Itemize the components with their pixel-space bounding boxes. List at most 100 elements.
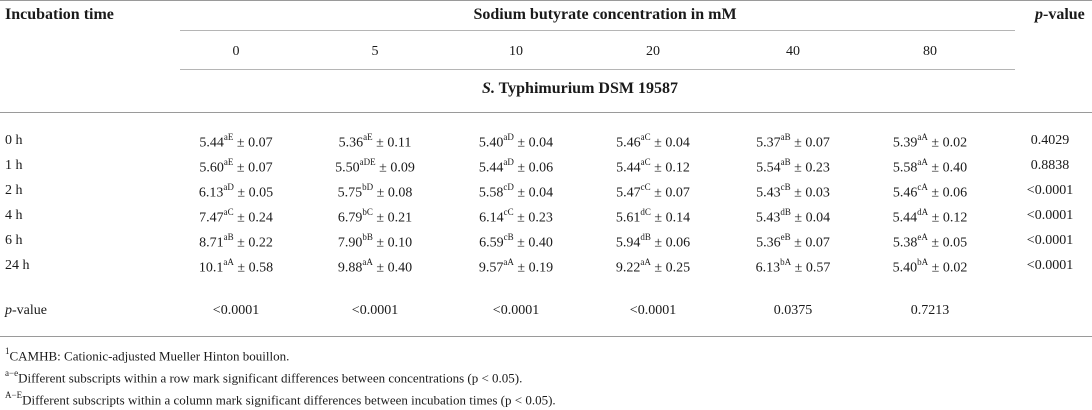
table-cell: 5.47cC ± 0.07 — [616, 182, 690, 202]
table-cell: 5.38eA ± 0.05 — [892, 232, 967, 252]
table-cell: 5.94dB ± 0.06 — [615, 232, 690, 252]
table-cell: 5.46aC ± 0.04 — [616, 132, 690, 152]
cell-value: 10.1 — [198, 260, 224, 276]
cell-error: ± 0.04 — [790, 210, 831, 226]
cell-value: 7.47 — [199, 210, 224, 226]
cell-significance-letters: aB — [780, 132, 791, 142]
table-cell: 5.40aD ± 0.04 — [478, 132, 554, 152]
footnote: a−eDifferent subscripts within a row mar… — [5, 368, 522, 386]
cell-value: 5.36 — [338, 135, 364, 151]
footnote: 1CAMHB: Cationic-adjusted Mueller Hinton… — [5, 346, 289, 364]
row-label: 1 h — [5, 158, 23, 173]
table-cell: 5.58aA ± 0.40 — [892, 157, 967, 177]
cell-error: ± 0.05 — [233, 185, 274, 201]
p-value-row-label-rest: -value — [12, 303, 47, 318]
row-p-value: 0.4029 — [1030, 133, 1070, 148]
cell-significance-letters: eB — [780, 232, 791, 242]
footnote-marker: A−E — [5, 390, 23, 400]
cell-error: ± 0.07 — [790, 135, 830, 151]
row-label: 0 h — [5, 133, 23, 148]
table-cell: 9.88aA ± 0.40 — [337, 257, 413, 277]
table-cell: 6.79bC ± 0.21 — [338, 207, 412, 227]
table-cell: 5.36aE ± 0.11 — [338, 132, 412, 152]
cell-significance-letters: aC — [640, 157, 651, 167]
cell-value: 5.50 — [335, 160, 360, 176]
cell-significance-letters: bA — [917, 257, 929, 267]
cell-significance-letters: aE — [363, 132, 373, 142]
cell-value: 9.57 — [478, 260, 504, 276]
cell-significance-letters: aE — [223, 132, 234, 142]
table-cell: 8.71aB ± 0.22 — [199, 232, 273, 252]
p-value-row-label: p-value — [5, 303, 47, 319]
cell-error: ± 0.11 — [372, 135, 412, 151]
concentration-value: 80 — [923, 44, 937, 59]
table-cell: 9.22aA ± 0.25 — [616, 257, 690, 277]
table-cell: 5.58cD ± 0.04 — [478, 182, 553, 202]
cell-error: ± 0.22 — [233, 235, 273, 251]
cell-significance-letters: bB — [362, 232, 373, 242]
cell-value: 5.46 — [616, 135, 641, 151]
table-cell: 5.43cB ± 0.03 — [756, 182, 830, 202]
cell-significance-letters: aA — [917, 157, 928, 167]
cell-value: 5.58 — [892, 160, 918, 176]
column-p-value: 0.7213 — [910, 303, 950, 318]
cell-significance-letters: cB — [503, 232, 514, 242]
cell-value: 5.58 — [478, 185, 504, 201]
table-cell: 5.36eB ± 0.07 — [756, 232, 830, 252]
table-cell: 5.37aB ± 0.07 — [756, 132, 830, 152]
cell-value: 5.94 — [615, 235, 641, 251]
cell-significance-letters: dB — [780, 207, 791, 217]
incubation-time-header: Incubation time — [5, 6, 114, 23]
table-cell: 5.75bD ± 0.08 — [337, 182, 413, 202]
row-p-value: 0.8838 — [1030, 158, 1070, 173]
table-cell: 7.47aC ± 0.24 — [199, 207, 273, 227]
cell-value: 6.14 — [479, 210, 504, 226]
footnote-marker: 1 — [5, 346, 10, 356]
concentration-value: 20 — [646, 44, 660, 59]
cell-value: 5.40 — [892, 260, 918, 276]
column-p-value: <0.0001 — [492, 303, 540, 318]
cell-value: 5.75 — [337, 185, 363, 201]
cell-significance-letters: aA — [917, 132, 928, 142]
cell-significance-letters: aE — [223, 157, 234, 167]
cell-error: ± 0.03 — [790, 185, 830, 201]
table-cell: 5.61dC ± 0.14 — [615, 207, 691, 227]
table-cell: 5.54aB ± 0.23 — [756, 157, 830, 177]
row-label: 4 h — [5, 208, 23, 223]
cell-error: ± 0.07 — [650, 185, 690, 201]
concentration-value: 40 — [786, 44, 800, 59]
cell-error: ± 0.09 — [375, 160, 415, 176]
cell-significance-letters: aD — [503, 132, 514, 142]
cell-error: ± 0.06 — [927, 185, 968, 201]
table-cell: 5.60aE ± 0.07 — [199, 157, 272, 177]
cell-error: ± 0.10 — [372, 235, 413, 251]
cell-value: 7.90 — [337, 235, 363, 251]
cell-error: ± 0.58 — [233, 260, 274, 276]
cell-error: ± 0.12 — [650, 160, 690, 176]
cell-value: 5.40 — [478, 135, 504, 151]
cell-value: 5.36 — [756, 235, 781, 251]
organism-title: S. Typhimurium DSM 19587 — [482, 80, 678, 98]
footnote-text: Different subscripts within a column mar… — [22, 392, 556, 408]
p-value-header-italic: p — [1035, 6, 1043, 23]
cell-error: ± 0.57 — [791, 260, 831, 276]
cell-value: 5.38 — [892, 235, 918, 251]
cell-error: ± 0.24 — [233, 210, 273, 226]
table-cell: 9.57aA ± 0.19 — [478, 257, 553, 277]
cell-significance-letters: dC — [640, 207, 651, 217]
cell-error: ± 0.08 — [373, 185, 413, 201]
cell-error: ± 0.14 — [650, 210, 691, 226]
cell-error: ± 0.40 — [372, 260, 413, 276]
cell-error: ± 0.04 — [513, 135, 554, 151]
cell-value: 5.61 — [615, 210, 641, 226]
cell-significance-letters: aA — [223, 257, 234, 267]
p-value-row-label-italic: p — [5, 303, 12, 318]
cell-value: 5.44 — [478, 160, 504, 176]
cell-value: 5.37 — [756, 135, 781, 151]
organism-genus-abbrev: S. — [482, 80, 495, 97]
cell-value: 9.88 — [337, 260, 363, 276]
cell-error: ± 0.40 — [513, 235, 553, 251]
table-cell: 6.13bA ± 0.57 — [756, 257, 831, 277]
row-p-value: <0.0001 — [1026, 208, 1074, 223]
cell-value: 5.44 — [199, 135, 224, 151]
